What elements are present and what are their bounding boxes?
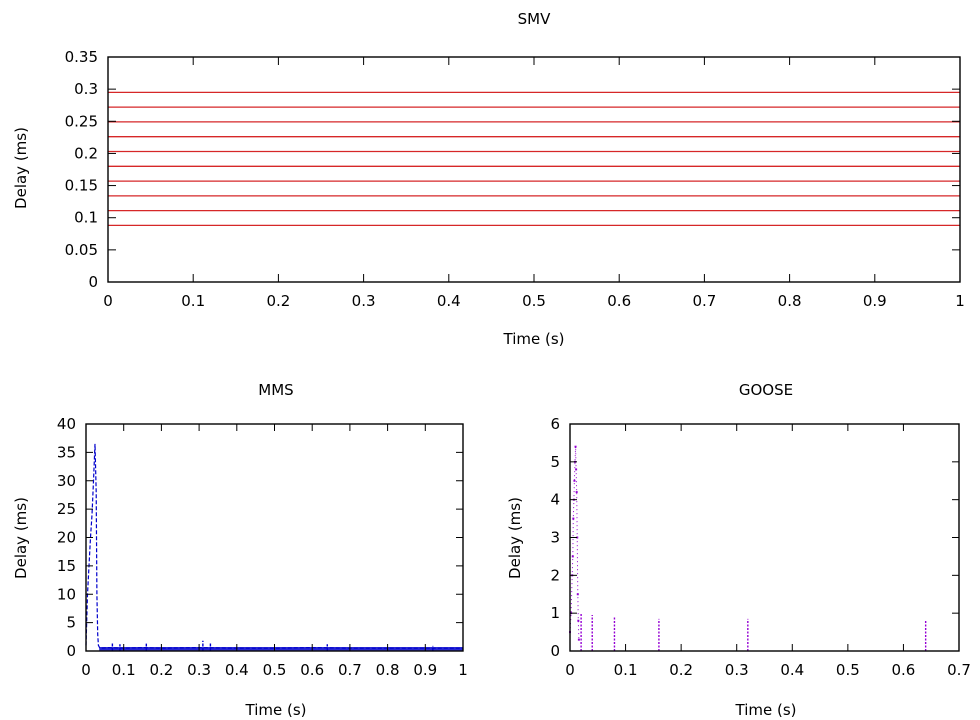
mms-ytick-label: 10 xyxy=(57,585,76,603)
goose-ytick-label: 6 xyxy=(550,415,560,433)
smv-xtick-label: 0.8 xyxy=(778,292,802,310)
goose-xtick-label: 0.1 xyxy=(614,661,638,679)
mms-y-axis-ticks: 0 5 10 15 20 25 30 35 40 xyxy=(57,415,463,660)
mms-xtick-label: 0.7 xyxy=(338,661,362,679)
smv-x-axis-ticks: 0 0.1 0.2 0.3 0.4 0.5 0.6 0.7 0.8 0.9 1 xyxy=(103,57,965,310)
goose-data-point xyxy=(574,445,577,448)
goose-data-point xyxy=(573,479,576,482)
smv-xtick-label: 1 xyxy=(955,292,965,310)
mms-series-0 xyxy=(85,443,463,649)
mms-xtick-label: 0 xyxy=(81,661,91,679)
goose-ytick-label: 4 xyxy=(550,491,560,509)
mms-ytick-label: 0 xyxy=(66,642,76,660)
smv-xtick-label: 0.9 xyxy=(863,292,887,310)
mms-xtick-label: 0.2 xyxy=(149,661,173,679)
mms-ytick-label: 40 xyxy=(57,415,76,433)
mms-series-group xyxy=(85,443,463,651)
mms-x-axis-ticks: 0 0.1 0.2 0.3 0.4 0.5 0.6 0.7 0.8 0.9 1 xyxy=(81,424,468,679)
goose-xlabel: Time (s) xyxy=(735,701,797,719)
mms-xtick-label: 0.3 xyxy=(187,661,211,679)
goose-ytick-label: 3 xyxy=(550,529,560,547)
mms-ytick-label: 35 xyxy=(57,443,76,461)
mms-ytick-label: 5 xyxy=(66,614,76,632)
smv-xtick-label: 0.3 xyxy=(352,292,376,310)
goose-series-group xyxy=(569,445,927,651)
goose-data-point xyxy=(571,555,574,558)
mms-ytick-label: 25 xyxy=(57,500,76,518)
goose-xtick-label: 0.5 xyxy=(836,661,860,679)
goose-y-axis-ticks: 0 1 2 3 4 5 6 xyxy=(550,415,959,660)
goose-data-point xyxy=(577,638,580,641)
goose-ytick-label: 5 xyxy=(550,453,560,471)
goose-data-point xyxy=(575,491,578,494)
mms-ytick-label: 15 xyxy=(57,557,76,575)
smv-ytick-label: 0.1 xyxy=(74,209,98,227)
goose-xtick-label: 0.7 xyxy=(947,661,971,679)
smv-xlabel: Time (s) xyxy=(503,330,565,348)
mms-xtick-label: 0.9 xyxy=(413,661,437,679)
smv-y-axis-ticks: 0 0.05 0.1 0.15 0.2 0.25 0.3 0.35 xyxy=(65,48,960,291)
goose-data-point xyxy=(576,593,579,596)
goose-plot-frame xyxy=(569,423,960,652)
goose-ytick-label: 2 xyxy=(550,566,560,584)
smv-ylabel: Delay (ms) xyxy=(12,127,30,209)
goose-chart: GOOSE Delay (ms) Time (s) 0 0.1 0.2 0.3 0.4 0… xyxy=(506,381,971,719)
goose-x-axis-ticks: 0 0.1 0.2 0.3 0.4 0.5 0.6 0.7 xyxy=(565,424,971,679)
smv-ytick-label: 0.05 xyxy=(65,241,98,259)
mms-xtick-label: 0.4 xyxy=(225,661,249,679)
smv-plot-frame xyxy=(107,56,961,283)
smv-xtick-label: 0.2 xyxy=(266,292,290,310)
smv-xtick-label: 0.7 xyxy=(692,292,716,310)
mms-xtick-label: 0.5 xyxy=(263,661,287,679)
goose-chart-title: GOOSE xyxy=(739,381,793,399)
goose-series-0 xyxy=(569,446,580,640)
mms-xtick-label: 0.8 xyxy=(376,661,400,679)
smv-xtick-label: 0.1 xyxy=(181,292,205,310)
smv-series-group xyxy=(108,91,960,227)
smv-ytick-label: 0.3 xyxy=(74,80,98,98)
goose-ylabel: Delay (ms) xyxy=(506,497,524,579)
smv-chart-title: SMV xyxy=(518,10,551,28)
smv-ytick-label: 0.2 xyxy=(74,144,98,162)
mms-plot-frame xyxy=(85,423,464,652)
mms-baseline-band xyxy=(99,647,463,651)
goose-xtick-label: 0.2 xyxy=(669,661,693,679)
goose-xtick-label: 0.4 xyxy=(780,661,804,679)
smv-ytick-label: 0.25 xyxy=(65,112,98,130)
goose-xtick-label: 0 xyxy=(565,661,575,679)
mms-chart: MMS Delay (ms) Time (s) 0 0.1 0.2 0.3 0.4 0.5… xyxy=(12,381,468,719)
mms-xtick-label: 0.6 xyxy=(300,661,324,679)
smv-xtick-label: 0.6 xyxy=(607,292,631,310)
goose-data-point xyxy=(572,517,575,520)
goose-ytick-label: 1 xyxy=(550,604,560,622)
smv-ytick-label: 0.15 xyxy=(65,177,98,195)
goose-xtick-label: 0.3 xyxy=(725,661,749,679)
smv-xtick-label: 0.4 xyxy=(437,292,461,310)
smv-xtick-label: 0.5 xyxy=(522,292,546,310)
smv-ytick-label: 0.35 xyxy=(65,48,98,66)
mms-xtick-label: 0.1 xyxy=(112,661,136,679)
goose-ytick-label: 0 xyxy=(550,642,560,660)
mms-ylabel: Delay (ms) xyxy=(12,497,30,579)
mms-ytick-label: 20 xyxy=(57,529,76,547)
mms-xtick-label: 1 xyxy=(458,661,468,679)
smv-xtick-label: 0 xyxy=(103,292,113,310)
mms-chart-title: MMS xyxy=(258,381,293,399)
goose-xtick-label: 0.6 xyxy=(891,661,915,679)
smv-chart: SMV Delay (ms) Time (s) 0 0.1 0.2 0.3 0.4 0.5… xyxy=(12,10,965,348)
goose-data-point xyxy=(577,619,580,622)
smv-ytick-label: 0 xyxy=(88,273,98,291)
mms-xlabel: Time (s) xyxy=(245,701,307,719)
mms-ytick-label: 30 xyxy=(57,472,76,490)
